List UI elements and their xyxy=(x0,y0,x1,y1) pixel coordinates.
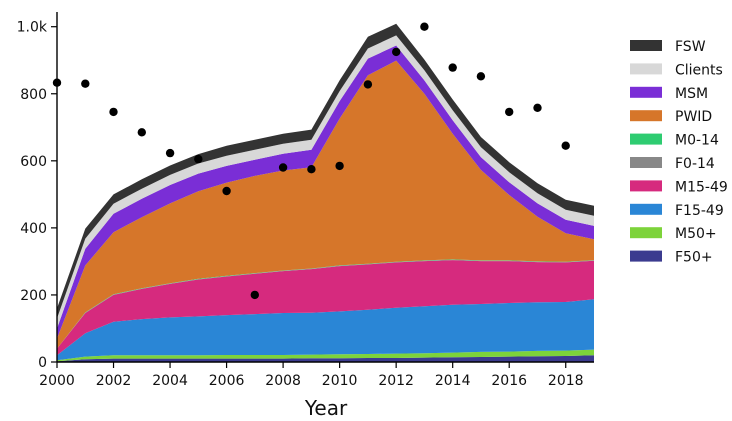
x-tick-label: 2018 xyxy=(548,373,584,389)
data-point xyxy=(109,107,118,117)
area-layer xyxy=(57,23,594,362)
legend-swatch-f15-49 xyxy=(630,203,662,215)
data-point xyxy=(278,163,288,172)
legend-swatch-f0-14 xyxy=(630,157,662,168)
area-msm xyxy=(57,45,594,339)
data-point xyxy=(250,290,259,300)
legend-swatch-f50 xyxy=(630,250,662,262)
data-point xyxy=(137,128,146,137)
x-tick-label: 2006 xyxy=(209,373,245,389)
data-point xyxy=(420,22,429,31)
data-point xyxy=(307,165,316,174)
legend-label-pwid: PWID xyxy=(675,109,712,125)
data-point xyxy=(476,72,486,81)
axes: 0 200 400 600 800 1.0k 2000 2002 2004 2006 2008 201… xyxy=(17,12,594,389)
legend-swatch-pwid xyxy=(630,110,662,122)
area-m15-49 xyxy=(57,260,594,356)
x-tick-label: 2008 xyxy=(265,373,301,389)
legend-label-clients: Clients xyxy=(675,62,723,78)
area-pwid xyxy=(57,60,594,349)
legend-label-f15-49: F15-49 xyxy=(675,203,724,219)
data-point xyxy=(505,107,514,117)
legend-swatch-m50 xyxy=(630,227,662,239)
y-tick-label: 1.0k xyxy=(17,20,48,36)
data-point xyxy=(194,154,203,164)
x-tick-label: 2012 xyxy=(378,373,414,389)
legend-swatch-m15-49 xyxy=(630,180,662,192)
legend-swatch-msm xyxy=(630,86,662,98)
area-m50 xyxy=(57,349,594,362)
legend-label-fsw: FSW xyxy=(675,39,706,55)
data-point xyxy=(222,186,231,196)
legend-label-msm: MSM xyxy=(675,86,708,102)
y-tick-label: 0 xyxy=(38,355,47,371)
legend-label-m0-14: M0-14 xyxy=(675,133,719,149)
legend-swatch-fsw xyxy=(630,40,662,51)
legend-label-m50: M50+ xyxy=(675,226,717,242)
area-f15-49 xyxy=(57,299,594,361)
scatter-layer xyxy=(52,22,570,300)
data-point xyxy=(335,161,344,171)
data-point xyxy=(81,79,90,88)
data-point xyxy=(533,103,542,113)
x-axis-title: Year xyxy=(304,396,348,420)
data-point xyxy=(165,148,175,158)
area-fsw xyxy=(57,23,594,319)
x-tick-label: 2002 xyxy=(96,373,132,389)
x-tick-label: 2010 xyxy=(322,373,358,389)
legend-label-f0-14: F0-14 xyxy=(675,156,715,172)
data-point xyxy=(363,80,373,89)
x-tick-label: 2016 xyxy=(491,373,527,389)
legend: FSW Clients MSM PWID M0-14 F0-14 M15-49 F15-49 M… xyxy=(630,39,728,266)
area-f50 xyxy=(57,355,594,362)
data-point xyxy=(561,141,570,150)
data-point xyxy=(448,63,457,72)
y-tick-label: 200 xyxy=(20,288,47,304)
area-clients xyxy=(57,35,594,329)
legend-swatch-clients xyxy=(630,63,662,75)
y-tick-label: 400 xyxy=(20,221,47,237)
y-tick-label: 800 xyxy=(20,87,47,103)
legend-label-m15-49: M15-49 xyxy=(675,179,728,195)
legend-label-f50: F50+ xyxy=(675,250,713,266)
x-tick-label: 2000 xyxy=(39,373,75,389)
legend-swatch-m0-14 xyxy=(630,133,662,145)
data-point xyxy=(392,47,401,57)
x-tick-label: 2014 xyxy=(435,373,471,389)
x-tick-label: 2004 xyxy=(152,373,188,389)
y-tick-label: 600 xyxy=(20,154,47,170)
